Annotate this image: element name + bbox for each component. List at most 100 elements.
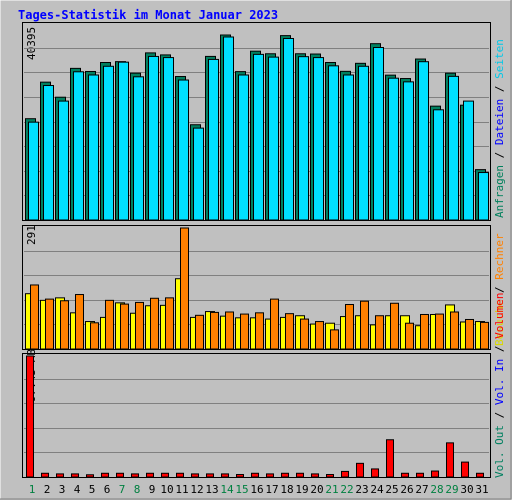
bar-seiten: [388, 77, 399, 221]
day-label: 5: [89, 483, 96, 496]
panel-visits: [22, 225, 491, 350]
bar-rechner: [225, 311, 234, 350]
day-label: 27: [415, 483, 428, 496]
bar-rechner: [315, 321, 324, 350]
bar-seiten: [103, 65, 114, 221]
day-label: 25: [385, 483, 398, 496]
bar-seiten: [268, 56, 279, 221]
bar-rechner: [120, 303, 129, 350]
bar-rechner: [270, 298, 279, 350]
bar-rechner: [330, 329, 339, 350]
day-label: 11: [175, 483, 188, 496]
day-label: 17: [265, 483, 278, 496]
bar-seiten: [478, 172, 489, 221]
bar-seiten: [238, 74, 249, 221]
bar-rechner: [90, 322, 99, 350]
day-label: 18: [280, 483, 293, 496]
legend-item: Dateien: [493, 99, 506, 145]
day-label: 26: [400, 483, 413, 496]
bar-seiten: [403, 81, 414, 221]
bar-seiten: [328, 65, 339, 221]
day-label: 8: [134, 483, 141, 496]
day-label: 28: [430, 483, 443, 496]
bar-volumen: [341, 470, 349, 478]
bar-volumen: [461, 461, 469, 478]
bar-seiten: [448, 75, 459, 221]
bar-volumen: [236, 474, 244, 478]
day-label: 22: [340, 483, 353, 496]
bar-volumen: [71, 473, 79, 478]
bar-seiten: [463, 100, 474, 221]
bar-volumen: [431, 470, 439, 478]
bar-seiten: [88, 74, 99, 221]
legend-visits: Besuche / Rechner: [493, 233, 506, 346]
day-label: 1: [29, 483, 36, 496]
bar-seiten: [358, 65, 369, 221]
bar-rechner: [240, 313, 249, 350]
bar-rechner: [150, 297, 159, 350]
bar-rechner: [30, 284, 39, 350]
bar-seiten: [313, 57, 324, 221]
legend-item: Seiten: [493, 39, 506, 79]
bar-seiten: [118, 61, 129, 221]
bar-rechner: [105, 299, 114, 350]
bar-seiten: [58, 100, 69, 221]
bar-volumen: [386, 439, 394, 478]
bar-rechner: [375, 315, 384, 350]
legend-item: /: [493, 280, 506, 300]
day-label: 2: [44, 483, 51, 496]
bar-volumen: [446, 442, 454, 478]
bar-rechner: [465, 318, 474, 350]
bar-volumen: [476, 472, 484, 478]
bar-seiten: [223, 36, 234, 221]
day-label: 31: [475, 483, 488, 496]
bar-seiten: [148, 55, 159, 221]
bar-volumen: [41, 472, 49, 478]
bar-volumen: [191, 473, 199, 478]
bar-volumen: [86, 474, 94, 478]
bar-volumen: [266, 473, 274, 478]
bar-rechner: [450, 311, 459, 350]
bar-volumen: [56, 473, 64, 478]
day-label: 3: [59, 483, 66, 496]
bar-seiten: [73, 71, 84, 221]
bar-seiten: [298, 56, 309, 221]
legend-item: Besuche: [493, 300, 506, 346]
bar-rechner: [300, 318, 309, 350]
bar-seiten: [343, 74, 354, 221]
legend-requests: Anfragen / Dateien / Seiten: [493, 39, 506, 218]
bar-rechner: [285, 313, 294, 350]
bar-seiten: [163, 57, 174, 221]
bar-volumen: [146, 472, 154, 478]
bar-volumen: [356, 462, 364, 478]
bar-rechner: [255, 312, 264, 350]
bar-rechner: [390, 302, 399, 350]
bar-volumen: [296, 472, 304, 478]
day-label: 24: [370, 483, 384, 496]
bar-volumen: [176, 472, 184, 478]
bar-volumen: [371, 468, 379, 478]
day-label: 4: [74, 483, 81, 496]
bar-volumen: [101, 472, 109, 478]
bar-seiten: [178, 79, 189, 221]
legend-volume: Vol. Out / Vol. In / Volumen: [493, 293, 506, 478]
bar-rechner: [420, 313, 429, 350]
bar-seiten: [418, 61, 429, 221]
legend-item: Vol. In: [493, 359, 506, 405]
bar-volumen: [26, 355, 34, 478]
legend-item: /: [493, 339, 506, 359]
bar-seiten: [28, 121, 39, 221]
bar-seiten: [283, 37, 294, 221]
day-label: 21: [325, 483, 338, 496]
bar-rechner: [60, 300, 69, 350]
bar-seiten: [133, 76, 144, 221]
chart-title: Tages-Statistik im Monat Januar 2023: [18, 8, 278, 22]
y-max-label-requests: 40395: [25, 27, 38, 60]
day-label: 16: [250, 483, 263, 496]
day-label: 15: [235, 483, 248, 496]
bar-seiten: [373, 47, 384, 221]
bar-volumen: [116, 472, 124, 478]
day-label: 10: [160, 483, 173, 496]
bar-seiten: [43, 85, 54, 221]
